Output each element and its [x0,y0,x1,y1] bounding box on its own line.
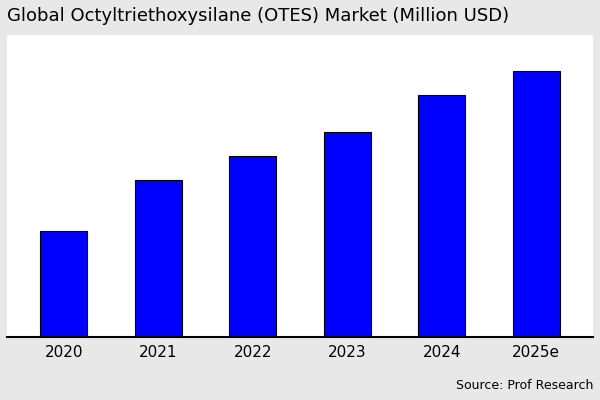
Bar [513,71,560,337]
Text: Source: Prof Research: Source: Prof Research [455,379,593,392]
Bar [418,95,466,337]
Text: Global Octyltriethoxysilane (OTES) Market (Million USD): Global Octyltriethoxysilane (OTES) Marke… [7,7,509,25]
Bar [323,132,371,337]
Bar [40,231,87,337]
Bar [134,180,182,337]
Bar [229,156,277,337]
